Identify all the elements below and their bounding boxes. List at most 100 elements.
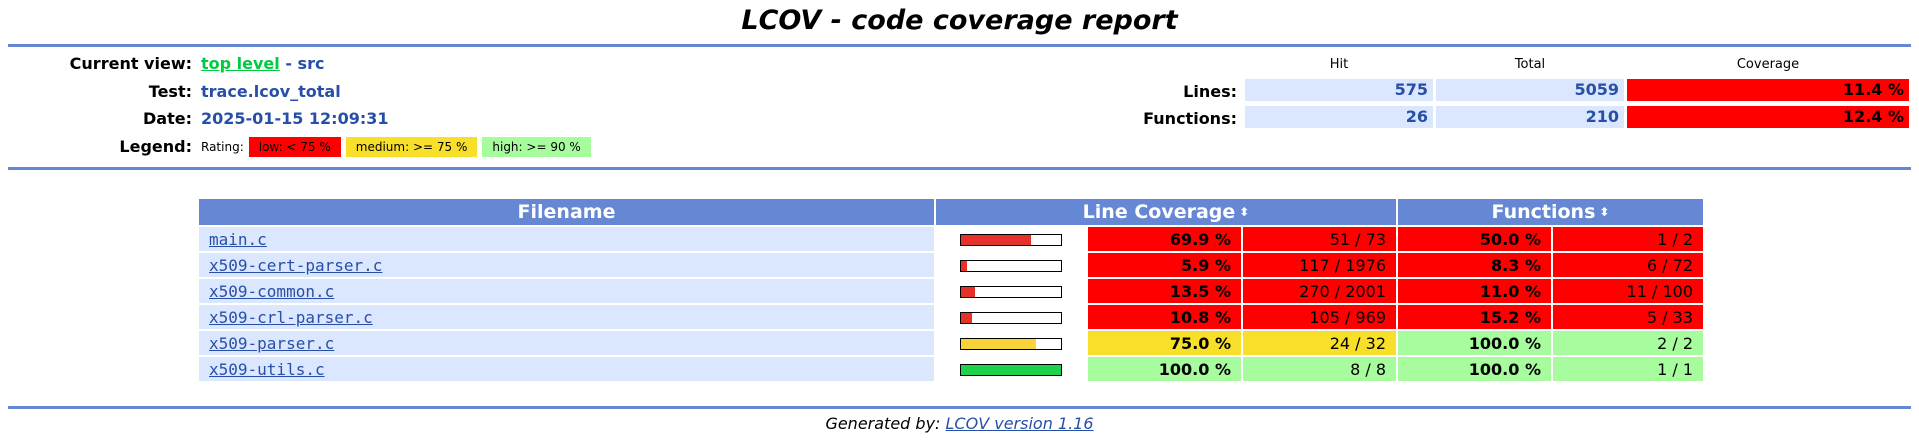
line-coverage-percent: 100.0 % xyxy=(1088,357,1241,381)
legend-low: low: < 75 % xyxy=(248,137,341,157)
file-cell: x509-parser.c xyxy=(199,331,934,355)
coverage-bar-cell xyxy=(936,357,1086,381)
summary-functions-hit: 26 xyxy=(1245,106,1433,128)
coverage-bar-cell xyxy=(936,279,1086,303)
summary-col-hit: Hit xyxy=(1329,57,1349,72)
col-filename: Filename xyxy=(199,199,934,225)
file-link[interactable]: main.c xyxy=(209,229,267,249)
line-coverage-hits: 24 / 32 xyxy=(1243,331,1396,355)
summary-lines-label: Lines: xyxy=(1183,82,1237,101)
table-row: x509-cert-parser.c 5.9 % 117 / 1976 8.3 % 6 … xyxy=(199,253,1703,277)
file-link[interactable]: x509-utils.c xyxy=(209,359,325,379)
sort-icon[interactable]: ⬍ xyxy=(1599,205,1610,219)
coverage-bar-cell xyxy=(936,253,1086,277)
coverage-bar xyxy=(960,338,1062,350)
top-level-link[interactable]: top level xyxy=(201,54,280,73)
test-value: trace.lcov_total xyxy=(201,82,341,101)
line-coverage-hits: 270 / 2001 xyxy=(1243,279,1396,303)
summary-col-coverage: Coverage xyxy=(1736,57,1800,72)
coverage-bar xyxy=(960,312,1062,324)
table-row: x509-parser.c 75.0 % 24 / 32 100.0 % 2 / 2 xyxy=(199,331,1703,355)
file-cell: x509-crl-parser.c xyxy=(199,305,934,329)
col-filename-label: Filename xyxy=(517,201,616,223)
function-coverage-hits: 5 / 33 xyxy=(1553,305,1703,329)
summary-lines-total: 5059 xyxy=(1436,79,1624,101)
page-title: LCOV - code coverage report xyxy=(741,5,1178,36)
coverage-bar xyxy=(960,234,1062,246)
table-row: x509-crl-parser.c 10.8 % 105 / 969 15.2 % 5 … xyxy=(199,305,1703,329)
summary-functions-total: 210 xyxy=(1436,106,1624,128)
line-coverage-hits: 8 / 8 xyxy=(1243,357,1396,381)
view-dir: src xyxy=(297,54,325,73)
file-rows: main.c 69.9 % 51 / 73 50.0 % 1 / 2 x509-cert-… xyxy=(199,227,1703,381)
function-coverage-percent: 15.2 % xyxy=(1398,305,1551,329)
function-coverage-hits: 1 / 2 xyxy=(1553,227,1703,251)
coverage-bar-fill xyxy=(961,365,1061,375)
current-view-value: top level - src xyxy=(201,54,324,73)
legend-rating-label: Rating: xyxy=(201,140,244,154)
lcov-version-link[interactable]: LCOV version 1.16 xyxy=(945,414,1094,433)
table-row: x509-common.c 13.5 % 270 / 2001 11.0 % 11 / … xyxy=(199,279,1703,303)
file-cell: x509-utils.c xyxy=(199,357,934,381)
file-coverage-table: Filename Line Coverage ⬍ Functions ⬍ main.… xyxy=(197,197,1705,383)
function-coverage-hits: 1 / 1 xyxy=(1553,357,1703,381)
function-coverage-percent: 8.3 % xyxy=(1398,253,1551,277)
line-coverage-hits: 51 / 73 xyxy=(1243,227,1396,251)
summary-functions-label: Functions: xyxy=(1143,109,1237,128)
line-coverage-percent: 69.9 % xyxy=(1088,227,1241,251)
line-coverage-percent: 10.8 % xyxy=(1088,305,1241,329)
function-coverage-hits: 11 / 100 xyxy=(1553,279,1703,303)
file-link[interactable]: x509-crl-parser.c xyxy=(209,307,373,327)
coverage-bar-cell xyxy=(936,227,1086,251)
line-coverage-percent: 13.5 % xyxy=(1088,279,1241,303)
coverage-bar-fill xyxy=(961,235,1031,245)
col-line-coverage[interactable]: Line Coverage ⬍ xyxy=(936,199,1396,225)
coverage-bar-fill xyxy=(961,339,1036,349)
coverage-bar xyxy=(960,286,1062,298)
file-link[interactable]: x509-parser.c xyxy=(209,333,335,353)
header-divider xyxy=(8,167,1911,170)
sort-icon[interactable]: ⬍ xyxy=(1239,205,1250,219)
coverage-bar-cell xyxy=(936,305,1086,329)
coverage-bar-fill xyxy=(961,313,972,323)
coverage-bar xyxy=(960,364,1062,376)
current-view-label: Current view: xyxy=(69,54,192,73)
summary-lines-hit: 575 xyxy=(1245,79,1433,101)
coverage-bar-cell xyxy=(936,331,1086,355)
view-separator: - xyxy=(279,54,298,73)
coverage-bar xyxy=(960,260,1062,272)
file-link[interactable]: x509-cert-parser.c xyxy=(209,255,383,275)
line-coverage-percent: 75.0 % xyxy=(1088,331,1241,355)
col-functions-label: Functions xyxy=(1491,201,1596,223)
summary-functions-coverage: 12.4 % xyxy=(1627,106,1909,128)
function-coverage-percent: 100.0 % xyxy=(1398,331,1551,355)
legend: Rating: low: < 75 % medium: >= 75 % high… xyxy=(201,137,591,157)
legend-high: high: >= 90 % xyxy=(482,137,591,157)
report-header: Current view: top level - src Test: trac… xyxy=(0,47,1919,167)
coverage-bar-fill xyxy=(961,287,975,297)
function-coverage-percent: 11.0 % xyxy=(1398,279,1551,303)
date-label: Date: xyxy=(143,109,192,128)
test-label: Test: xyxy=(148,82,192,101)
legend-label: Legend: xyxy=(119,137,192,156)
coverage-bar-fill xyxy=(961,261,967,271)
line-coverage-hits: 105 / 969 xyxy=(1243,305,1396,329)
file-cell: main.c xyxy=(199,227,934,251)
top-divider xyxy=(8,44,1911,47)
line-coverage-hits: 117 / 1976 xyxy=(1243,253,1396,277)
table-row: x509-utils.c 100.0 % 8 / 8 100.0 % 1 / 1 xyxy=(199,357,1703,381)
legend-medium: medium: >= 75 % xyxy=(345,137,478,157)
footer-divider xyxy=(8,406,1911,409)
col-functions[interactable]: Functions ⬍ xyxy=(1398,199,1703,225)
summary-lines-coverage: 11.4 % xyxy=(1627,79,1909,101)
file-cell: x509-common.c xyxy=(199,279,934,303)
col-line-coverage-label: Line Coverage xyxy=(1082,201,1236,223)
line-coverage-percent: 5.9 % xyxy=(1088,253,1241,277)
function-coverage-percent: 100.0 % xyxy=(1398,357,1551,381)
function-coverage-hits: 2 / 2 xyxy=(1553,331,1703,355)
file-link[interactable]: x509-common.c xyxy=(209,281,335,301)
function-coverage-percent: 50.0 % xyxy=(1398,227,1551,251)
footer: Generated by: LCOV version 1.16 xyxy=(0,414,1919,433)
date-value: 2025-01-15 12:09:31 xyxy=(201,109,389,128)
generated-by-label: Generated by: xyxy=(825,414,946,433)
